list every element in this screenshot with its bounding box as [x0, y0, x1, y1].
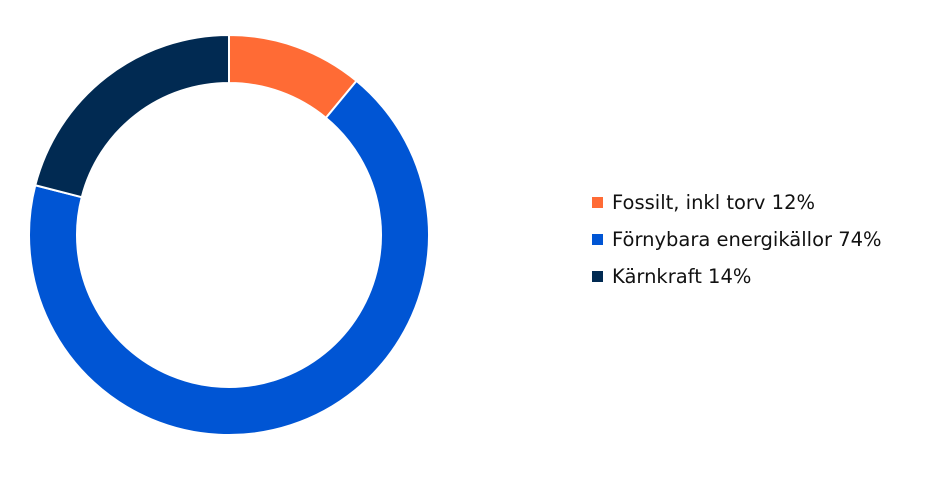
legend-swatch: [592, 234, 603, 245]
legend-item-renewable: Förnybara energikällor 74%: [592, 221, 882, 258]
legend: Fossilt, inkl torv 12% Förnybara energik…: [592, 184, 882, 295]
donut-slice-2: [34, 33, 230, 199]
legend-swatch: [592, 197, 603, 208]
donut-chart: [28, 33, 430, 436]
legend-label: Kärnkraft 14%: [612, 265, 752, 288]
legend-item-nuclear: Kärnkraft 14%: [592, 258, 882, 295]
legend-label: Fossilt, inkl torv 12%: [612, 191, 816, 214]
donut-slice-1: [28, 79, 430, 436]
legend-label: Förnybara energikällor 74%: [612, 228, 882, 251]
legend-swatch: [592, 271, 603, 282]
legend-item-fossil: Fossilt, inkl torv 12%: [592, 184, 882, 221]
